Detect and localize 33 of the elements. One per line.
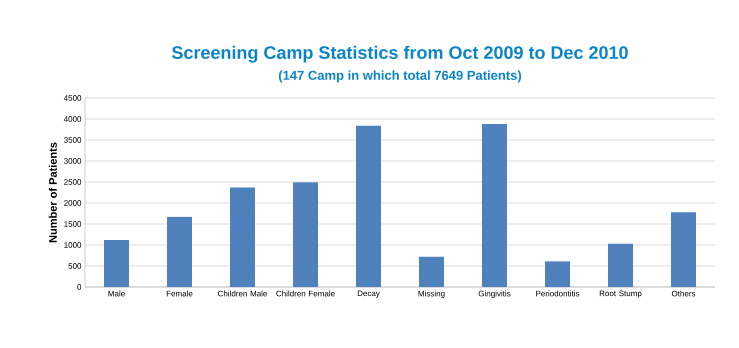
x-tick-label: Missing <box>418 290 445 298</box>
bar <box>293 182 318 287</box>
y-tick-label: 1000 <box>64 242 82 248</box>
chart-subtitle: (147 Camp in which total 7649 Patients) <box>278 70 522 83</box>
x-tick-label: Male <box>108 290 125 296</box>
x-tick-label: Female <box>166 290 192 296</box>
bar <box>419 256 444 287</box>
x-tick-label: Decay <box>358 290 380 298</box>
bar <box>356 126 381 287</box>
bar <box>671 212 696 287</box>
bar <box>230 187 255 287</box>
y-tick-label: 1500 <box>64 221 82 227</box>
x-tick-label: Children Female <box>276 290 335 296</box>
x-tick-label: Root Stump <box>600 290 642 298</box>
bar <box>167 216 192 287</box>
y-tick-label: 0 <box>77 284 82 290</box>
bar <box>608 244 633 287</box>
y-tick-label: 2000 <box>64 200 82 206</box>
x-tick-label: Periodontitis <box>536 290 580 296</box>
x-tick-label: Gingivitis <box>478 290 510 298</box>
x-tick-label: Others <box>672 290 696 296</box>
bar <box>104 240 129 287</box>
bar <box>545 261 570 287</box>
y-tick-label: 3000 <box>64 158 82 164</box>
y-axis-title: Number of Patients <box>48 142 57 242</box>
y-tick-label: 4000 <box>64 116 82 122</box>
y-tick-label: 4500 <box>64 95 82 101</box>
y-tick-label: 2500 <box>64 179 82 185</box>
x-tick-label: Children Male <box>218 290 268 296</box>
y-tick-label: 500 <box>68 263 82 269</box>
bar <box>482 124 507 287</box>
chart-title: Screening Camp Statistics from Oct 2009 to Dec 2010 <box>172 46 628 63</box>
y-tick-label: 3500 <box>64 137 82 143</box>
